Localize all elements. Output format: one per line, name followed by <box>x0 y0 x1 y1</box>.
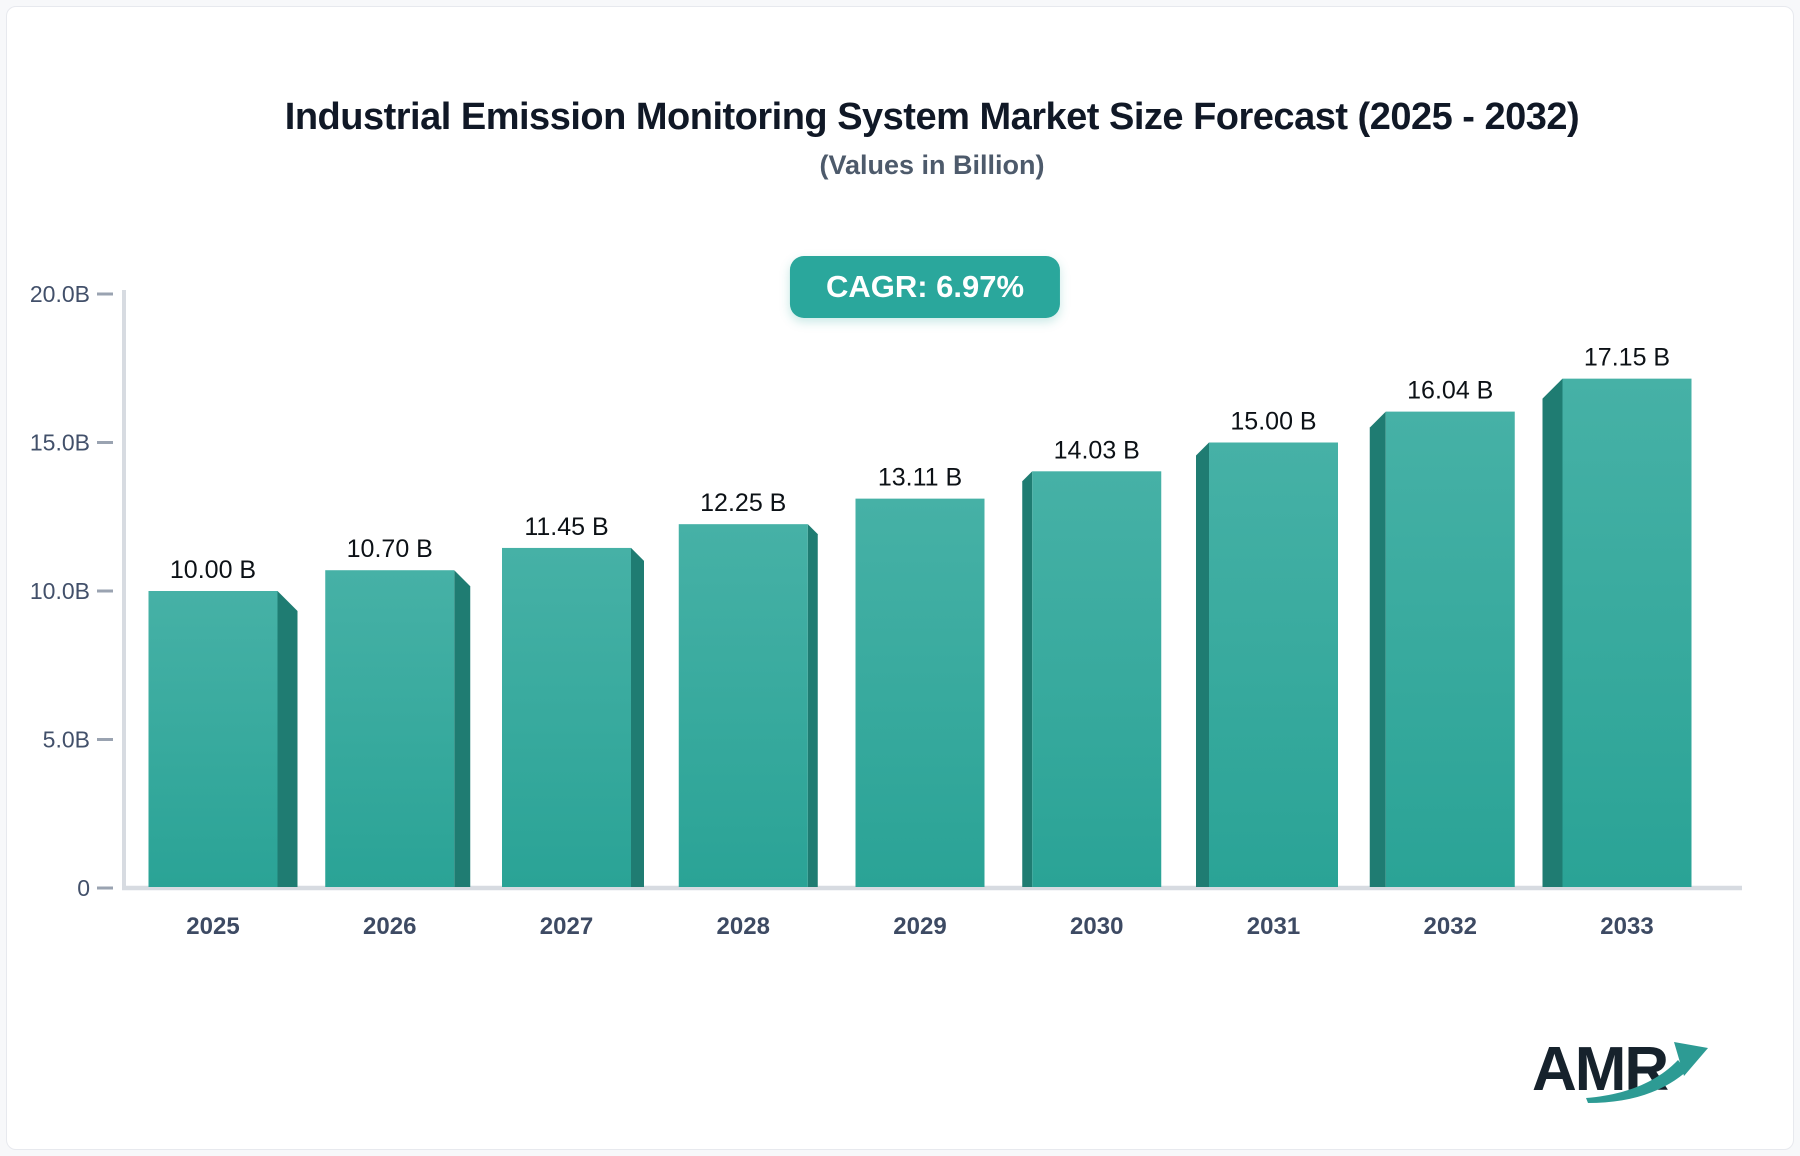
bar-value-label: 14.03 B <box>1054 436 1140 464</box>
y-axis-label: 5.0B <box>43 727 90 753</box>
y-axis-label: 10.0B <box>30 578 90 604</box>
bar-face <box>1385 411 1515 887</box>
bar-side <box>631 547 644 887</box>
bar-side <box>1022 471 1033 887</box>
bar-face <box>1209 442 1338 887</box>
bar-face <box>1562 378 1692 887</box>
x-axis-label: 2031 <box>1247 913 1300 940</box>
bar-face <box>1032 471 1162 887</box>
bar-value-label: 15.00 B <box>1230 408 1316 436</box>
bar-side <box>454 570 471 887</box>
bar-value-label: 10.70 B <box>347 535 433 563</box>
chart-subtitle: (Values in Billion) <box>819 150 1045 180</box>
amr-logo: AMR <box>1532 1034 1722 1114</box>
bar-side <box>1542 378 1563 887</box>
bar-value-label: 13.11 B <box>878 464 962 492</box>
bar-side <box>1369 411 1386 887</box>
x-axis-label: 2027 <box>540 913 593 940</box>
bar-face <box>148 591 278 887</box>
x-axis-label: 2033 <box>1600 913 1653 940</box>
y-axis-label: 0 <box>77 875 90 901</box>
bar-value-label: 16.04 B <box>1407 377 1493 405</box>
bar-face <box>325 570 455 887</box>
x-axis-label: 2028 <box>717 913 770 940</box>
x-axis-label: 2032 <box>1424 913 1477 940</box>
trend-arrow-icon <box>1586 1042 1708 1103</box>
x-axis-label: 2026 <box>363 913 416 940</box>
chart-title: Industrial Emission Monitoring System Ma… <box>284 96 1580 138</box>
bar-side <box>807 524 818 887</box>
bar-side <box>1196 442 1209 887</box>
bar-value-label: 17.15 B <box>1584 344 1670 372</box>
bar-face <box>502 547 631 887</box>
bar-face <box>855 498 985 887</box>
y-axis-label: 20.0B <box>30 281 90 307</box>
x-axis-label: 2029 <box>893 913 946 940</box>
bar-value-label: 10.00 B <box>170 556 256 584</box>
bar-value-label: 11.45 B <box>524 513 608 541</box>
bar-face <box>678 524 808 887</box>
x-axis-label: 2030 <box>1070 913 1123 940</box>
y-axis-label: 15.0B <box>30 430 90 456</box>
cagr-badge: CAGR: 6.97% <box>789 256 1061 318</box>
bar-side <box>277 591 298 887</box>
x-axis-label: 2025 <box>186 913 239 940</box>
bar-value-label: 12.25 B <box>700 489 786 517</box>
